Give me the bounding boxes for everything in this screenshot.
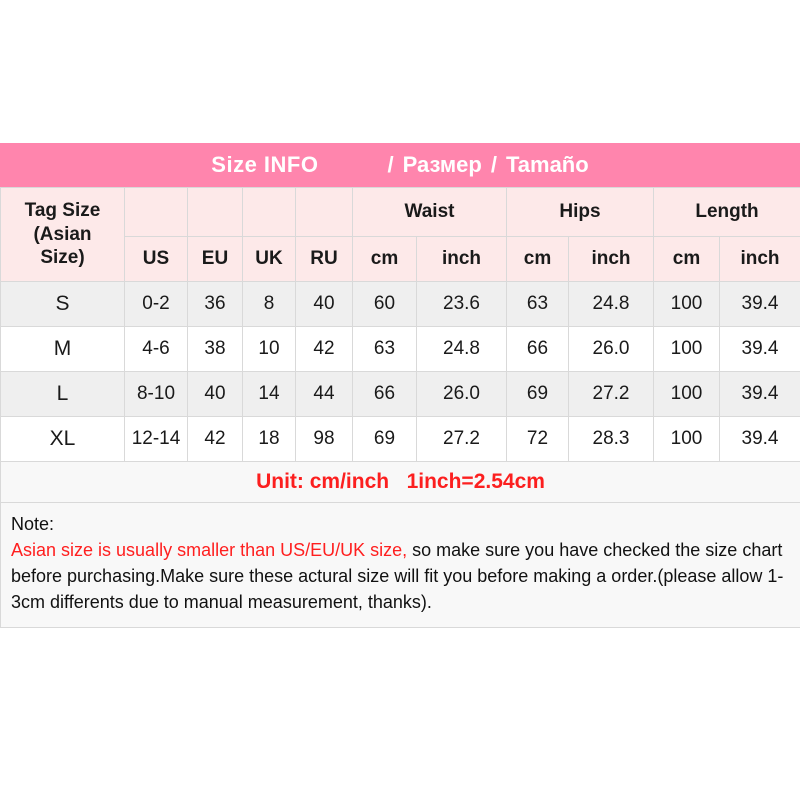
cell-hips-inch: 27.2 — [568, 371, 654, 417]
header-length-cm: cm — [653, 236, 720, 282]
cell-size: XL — [0, 416, 125, 462]
header-row-groups: Tag Size (Asian Size) Waist Hips Length — [0, 187, 800, 282]
unit-row: Unit: cm/inch 1inch=2.54cm — [0, 461, 800, 503]
cell-us: 4-6 — [124, 326, 188, 372]
header-hips-inch: inch — [568, 236, 654, 282]
header-blank-ru — [295, 187, 353, 237]
note-row: Note: Asian size is usually smaller than… — [0, 501, 800, 629]
cell-uk: 18 — [242, 416, 296, 462]
cell-uk: 14 — [242, 371, 296, 417]
cell-size: L — [0, 371, 125, 417]
title-banner: Size INFO / Размер / Tamaño — [0, 143, 800, 187]
table-row: M 4-6 38 10 42 63 24.8 66 26.0 100 39.4 — [0, 326, 800, 372]
cell-waist-inch: 23.6 — [416, 281, 507, 327]
header-eu: EU — [187, 236, 243, 282]
top-spacer — [0, 0, 800, 143]
cell-hips-inch: 24.8 — [568, 281, 654, 327]
header-group-waist: Waist — [352, 187, 507, 237]
header-waist-inch: inch — [416, 236, 507, 282]
cell-hips-cm: 72 — [506, 416, 569, 462]
header-tag-size-line2: (Asian — [33, 223, 92, 245]
header-tag-size-line1: Tag Size — [24, 199, 101, 221]
cell-ru: 98 — [295, 416, 353, 462]
cell-waist-cm: 63 — [352, 326, 417, 372]
banner-title-spanish: Tamaño — [505, 152, 589, 177]
note-black-text: so make sure you have checked the size c… — [11, 540, 784, 613]
table-body: S 0-2 36 8 40 60 23.6 63 24.8 100 39.4 M… — [0, 281, 800, 629]
cell-length-inch: 39.4 — [718, 416, 800, 462]
cell-ru: 40 — [295, 281, 353, 327]
header-group-length: Length — [652, 187, 800, 237]
note-label: Note: — [11, 514, 55, 534]
table-row: L 8-10 40 14 44 66 26.0 69 27.2 100 39.4 — [0, 371, 800, 417]
cell-hips-inch: 26.0 — [568, 326, 654, 372]
unit-text: Unit: cm/inch 1inch=2.54cm — [256, 470, 545, 493]
cell-length-inch: 39.4 — [718, 371, 800, 417]
cell-uk: 8 — [242, 281, 296, 327]
cell-us: 0-2 — [124, 281, 188, 327]
cell-length-cm: 100 — [653, 416, 720, 462]
cell-eu: 42 — [187, 416, 243, 462]
cell-us: 8-10 — [124, 371, 188, 417]
cell-size: M — [0, 326, 125, 372]
header-row-subs: US EU UK RU cm inch cm inch cm inch — [1, 236, 800, 282]
cell-uk: 10 — [242, 326, 296, 372]
table-row: XL 12-14 42 18 98 69 27.2 72 28.3 100 39… — [0, 416, 800, 462]
cell-length-cm: 100 — [653, 281, 720, 327]
header-us: US — [124, 236, 188, 282]
banner-separator-2: / — [490, 152, 497, 177]
note-red-text: Asian size is usually smaller than US/EU… — [11, 540, 408, 561]
cell-eu: 38 — [187, 326, 243, 372]
banner-separator-1: / — [387, 152, 394, 177]
cell-length-inch: 39.4 — [718, 326, 800, 372]
cell-waist-cm: 66 — [352, 371, 417, 417]
cell-eu: 40 — [187, 371, 243, 417]
unit-cell: Unit: cm/inch 1inch=2.54cm — [0, 461, 800, 503]
header-hips-cm: cm — [506, 236, 569, 282]
header-blank-uk — [242, 187, 296, 237]
size-chart-table: Tag Size (Asian Size) Waist Hips Length … — [0, 187, 800, 629]
cell-waist-cm: 69 — [352, 416, 417, 462]
header-blank-us — [124, 187, 188, 237]
header-ru: RU — [295, 236, 353, 282]
cell-hips-cm: 66 — [506, 326, 569, 372]
cell-ru: 42 — [295, 326, 353, 372]
note-block: Note: Asian size is usually smaller than… — [11, 511, 790, 615]
header-tag-size: Tag Size (Asian Size) — [0, 187, 125, 282]
header-group-hips: Hips — [506, 187, 654, 237]
header-waist-cm: cm — [352, 236, 417, 282]
header-uk: UK — [242, 236, 296, 282]
banner-title-english: Size INFO — [211, 152, 319, 177]
note-cell: Note: Asian size is usually smaller than… — [0, 501, 800, 629]
header-blank-eu — [187, 187, 243, 237]
cell-waist-inch: 24.8 — [416, 326, 507, 372]
cell-hips-cm: 69 — [506, 371, 569, 417]
table-head: Tag Size (Asian Size) Waist Hips Length … — [0, 187, 800, 282]
cell-us: 12-14 — [124, 416, 188, 462]
cell-waist-cm: 60 — [352, 281, 417, 327]
cell-eu: 36 — [187, 281, 243, 327]
cell-waist-inch: 27.2 — [416, 416, 507, 462]
bottom-spacer — [0, 628, 800, 776]
cell-hips-inch: 28.3 — [568, 416, 654, 462]
header-length-inch: inch — [718, 236, 800, 282]
header-tag-size-line3: Size) — [40, 247, 85, 269]
cell-size: S — [0, 281, 125, 327]
cell-ru: 44 — [295, 371, 353, 417]
cell-hips-cm: 63 — [506, 281, 569, 327]
cell-length-cm: 100 — [653, 326, 720, 372]
cell-waist-inch: 26.0 — [416, 371, 507, 417]
banner-title-russian: Размер — [402, 152, 482, 177]
table-row: S 0-2 36 8 40 60 23.6 63 24.8 100 39.4 — [0, 281, 800, 327]
cell-length-inch: 39.4 — [718, 281, 800, 327]
cell-length-cm: 100 — [653, 371, 720, 417]
